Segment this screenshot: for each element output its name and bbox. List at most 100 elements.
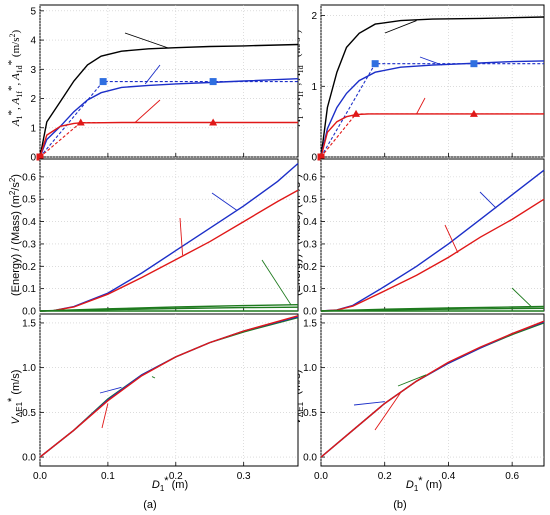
marker-square xyxy=(317,153,325,161)
annotation-leader xyxy=(397,374,427,387)
y-tick-label: 0.1 xyxy=(303,284,317,295)
y-tick-label: 1.0 xyxy=(303,363,317,374)
marker-triangle xyxy=(76,118,85,126)
y-tick-label: 1.0 xyxy=(22,363,36,374)
x-tick-label: 0.1 xyxy=(101,471,115,482)
annotation-leader xyxy=(99,386,122,394)
y-tick-label: 0.5 xyxy=(303,195,317,206)
series-line-whole-building xyxy=(39,43,299,158)
annotation-leader xyxy=(211,192,238,211)
marker-triangle xyxy=(209,118,218,126)
marker-square xyxy=(371,60,379,68)
panel-a-mid: 0.0 0.1 0.2 0.3 0.4 0.5 0.6 xyxy=(22,158,299,318)
y-tick-label: 0.6 xyxy=(303,172,317,183)
series-line-0-03 xyxy=(320,307,545,312)
marker-square xyxy=(470,60,478,68)
annotation-leader xyxy=(179,217,184,256)
caption-b: (b) xyxy=(393,499,406,511)
y-tick-label: 5 xyxy=(30,6,36,17)
svg-text:VΔE1* (m/s): VΔE1* (m/s) xyxy=(6,370,24,425)
series-line-whole-building xyxy=(320,16,545,158)
y-tick-label: 0.2 xyxy=(22,262,36,273)
y-tick-label: 0.3 xyxy=(303,239,317,250)
annotation-leader xyxy=(374,392,402,431)
series-line-damper-column-bilinear- xyxy=(39,121,298,158)
plot-frame xyxy=(320,4,545,158)
y-tick-label: 0.6 xyxy=(22,172,36,183)
annotation-leader xyxy=(144,64,161,85)
y-tick-label: 0.3 xyxy=(22,239,36,250)
annotation-leader xyxy=(151,376,156,379)
series-line--e-1d-m1- xyxy=(39,189,299,312)
series-line-h1f-0-00 xyxy=(39,315,299,458)
y-tick-label: 0.0 xyxy=(22,307,36,318)
y-tick-label: 2 xyxy=(311,11,317,22)
plots: 0123450.00.10.20.30.40.50.60.00.51.01.50… xyxy=(22,4,545,482)
caption-a: (a) xyxy=(143,499,156,511)
y-tick-label: 1.5 xyxy=(22,318,36,329)
y-tick-label: 0.4 xyxy=(22,217,36,228)
y-tick-label: 3 xyxy=(30,65,36,76)
x-axis-title-b: D1* (m) xyxy=(406,475,442,493)
marker-square xyxy=(99,78,107,86)
series-line-0-03 xyxy=(39,306,299,312)
y-tick-label: 1 xyxy=(30,123,36,134)
y-tick-label: 0.0 xyxy=(303,307,317,318)
panel-a-top: 0 1 2 3 4 5 xyxy=(30,4,299,164)
annotation-leader xyxy=(444,224,459,254)
annotation-leader xyxy=(353,401,385,406)
x-axis-title-a: D1* (m) xyxy=(152,475,188,493)
plot-frame xyxy=(320,158,545,312)
y-tick-label: 0.5 xyxy=(22,408,36,419)
y-tick-label: 0.5 xyxy=(22,195,36,206)
x-tick-label: 0.3 xyxy=(237,471,251,482)
annotation-leader xyxy=(416,97,426,115)
marker-triangle xyxy=(469,109,478,117)
marker-square xyxy=(36,153,44,161)
svg-text:(Energy) / (Mass) (m2/s2): (Energy) / (Mass) (m2/s2) xyxy=(8,174,22,296)
annotation-leader xyxy=(384,20,417,34)
x-tick-label: 0.0 xyxy=(314,471,328,482)
y-axis-title-a-bot: VΔE1* (m/s) xyxy=(6,370,24,425)
series-line-rc-mrf-bilinear- xyxy=(39,81,298,158)
annotation-leader xyxy=(261,259,292,306)
series-line-damper-column-bilinear- xyxy=(320,113,544,158)
annotation-leader xyxy=(101,403,109,429)
y-tick-label: 0.0 xyxy=(303,453,317,464)
x-tick-label: 0.0 xyxy=(33,471,47,482)
y-tick-label: 1 xyxy=(311,82,317,93)
y-tick-label: 1.5 xyxy=(303,318,317,329)
y-axis-title-a-top: A1*, A1f*, A1d* (m/s2) xyxy=(6,29,24,127)
x-tick-label: 0.2 xyxy=(378,471,392,482)
y-tick-label: 0.0 xyxy=(22,453,36,464)
y-tick-label: 0.5 xyxy=(303,408,317,419)
x-tick-label: 0.2 xyxy=(169,471,183,482)
annotation-leader xyxy=(511,287,532,307)
marker-square xyxy=(209,78,217,86)
annotation-leader xyxy=(124,32,170,49)
annotation-leader xyxy=(479,191,497,209)
series-line--e-1d-m1- xyxy=(320,198,545,312)
y-axis-title-a-mid: (Energy) / (Mass) (m2/s2) xyxy=(8,174,22,296)
x-tick-label: 0.6 xyxy=(505,471,519,482)
series-line-h1f-0-00 xyxy=(320,320,545,458)
y-tick-label: 4 xyxy=(30,36,36,47)
marker-triangle xyxy=(352,109,361,117)
series-line-rc-mrf-bilinear- xyxy=(320,63,544,158)
y-tick-label: 0 xyxy=(311,153,317,164)
y-tick-label: 2 xyxy=(30,94,36,105)
plot-frame xyxy=(39,313,299,467)
annotation-leader xyxy=(419,56,443,66)
y-tick-label: 0.2 xyxy=(303,262,317,273)
plot-frame xyxy=(39,158,299,312)
y-tick-label: 0 xyxy=(30,153,36,164)
panel-a-bot: 0.0 0.5 1.0 1.5 0.0 0.1 0.2 0.3 xyxy=(22,313,299,482)
svg-text:A1*, A1f*, A1d* (m/s2): A1*, A1f*, A1d* (m/s2) xyxy=(6,29,24,127)
plot-frame xyxy=(320,313,545,467)
y-tick-label: 0.4 xyxy=(303,217,317,228)
annotation-leader xyxy=(134,99,161,123)
y-tick-label: 0.1 xyxy=(22,284,36,295)
panel-b-mid: 0.0 0.1 0.2 0.3 0.4 0.5 0.6 xyxy=(303,158,545,318)
panel-b-bot: 0.0 0.5 1.0 1.5 0.0 0.2 0.4 0.6 xyxy=(303,313,545,482)
